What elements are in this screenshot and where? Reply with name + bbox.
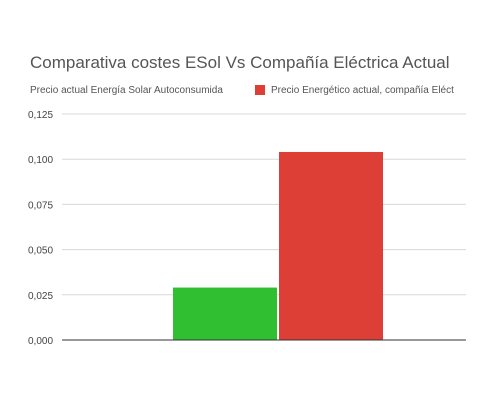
gridlines [62, 113, 466, 296]
legend-label-company: Precio Energético actual, compañía Eléct [271, 85, 454, 96]
y-tick-label: 0,000 [28, 336, 53, 347]
y-tick-label: 0,125 [28, 110, 53, 121]
legend-swatch-company [255, 85, 265, 95]
bars [173, 151, 383, 340]
y-tick-label: 0,050 [28, 246, 53, 257]
y-axis-ticks: 0,000 0,025 0,050 0,075 0,100 0,125 [28, 110, 53, 347]
legend: Precio actual Energía Solar Autoconsumid… [30, 85, 454, 96]
bar-solar [173, 287, 277, 340]
bar-company [279, 151, 383, 340]
y-tick-label: 0,075 [28, 200, 53, 211]
y-tick-label: 0,025 [28, 291, 53, 302]
chart-title: Comparativa costes ESol Vs Compañía Eléc… [30, 53, 450, 72]
y-tick-label: 0,100 [28, 155, 53, 166]
legend-label-solar: Precio actual Energía Solar Autoconsumid… [30, 85, 223, 96]
